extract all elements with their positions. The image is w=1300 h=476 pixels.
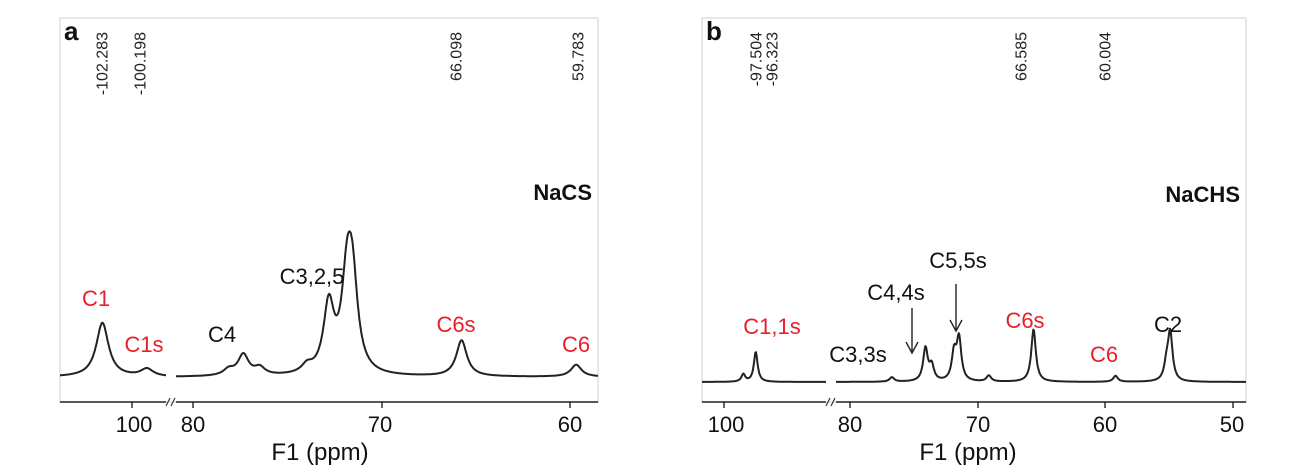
panel-b-assignment: C5,5s: [929, 248, 986, 273]
panel-a-letter: a: [64, 16, 79, 46]
panel-b-assignment: C2: [1154, 312, 1182, 337]
panel-a-x-tick-label: 80: [181, 412, 205, 437]
panel-a-x-axis-title: F1 (ppm): [271, 439, 368, 466]
panel-b-shift-label: -96.323: [765, 32, 782, 86]
panel-b-x-axis-title: F1 (ppm): [919, 439, 1016, 466]
panel-b-letter: b: [706, 16, 722, 46]
panel-b-assignment: C6s: [1005, 308, 1044, 333]
panel-a-x-tick-label: 70: [368, 412, 392, 437]
panel-a-axis-break: [165, 397, 176, 407]
panel-a-shift-label: 59.783: [571, 32, 588, 81]
panel-b-assignment: C1,1s: [743, 314, 800, 339]
panel-a-assignment: C3,2,5: [280, 264, 345, 289]
panel-b-axis-break: [825, 397, 836, 407]
panel-a-shift-label: -100.198: [133, 32, 150, 95]
panel-a-sample-label: NaCS: [533, 180, 592, 205]
panel-a-x-tick-label: 100: [116, 412, 153, 437]
panel-b: b NaCHS -97.504 -96.323 66.585 60.004 C1…: [701, 16, 1247, 466]
panel-b-shift-label: 60.004: [1098, 32, 1115, 81]
panel-b-x-tick-label: 70: [966, 412, 990, 437]
panel-b-shift-label: -97.504: [749, 32, 766, 86]
panel-b-x-tick-label: 60: [1093, 412, 1117, 437]
panel-b-arrow-c55s: [949, 284, 963, 333]
panel-a-assignment: C1: [82, 286, 110, 311]
panel-b-x-tick-label: 100: [708, 412, 745, 437]
panel-b-assignment: C3,3s: [829, 342, 886, 367]
panel-a-assignment: C4: [208, 322, 236, 347]
panel-b-spectrum-line: [701, 327, 1247, 383]
panel-b-assignment: C6: [1090, 342, 1118, 367]
panel-b-assignment: C4,4s: [867, 280, 924, 305]
panel-b-x-tick-label: 50: [1220, 412, 1244, 437]
panel-b-arrow-c44s: [905, 308, 919, 355]
panel-b-x-tick-label: 80: [838, 412, 862, 437]
panel-a-assignment: C6s: [436, 312, 475, 337]
panel-a-x-tick-label: 60: [558, 412, 582, 437]
panel-a-assignment: C6: [562, 332, 590, 357]
panel-a-shift-label: -102.283: [95, 32, 112, 95]
panel-a-spectrum-line: [59, 230, 599, 378]
panel-a-assignment: C1s: [124, 332, 163, 357]
panel-a: a NaCS -102.283 -100.198 66.098 59.783 C…: [59, 16, 599, 466]
panel-b-frame: [701, 17, 1247, 403]
panel-b-sample-label: NaCHS: [1165, 182, 1240, 207]
panel-a-shift-label: 66.098: [449, 32, 466, 81]
panel-b-shift-label: 66.585: [1014, 32, 1031, 81]
